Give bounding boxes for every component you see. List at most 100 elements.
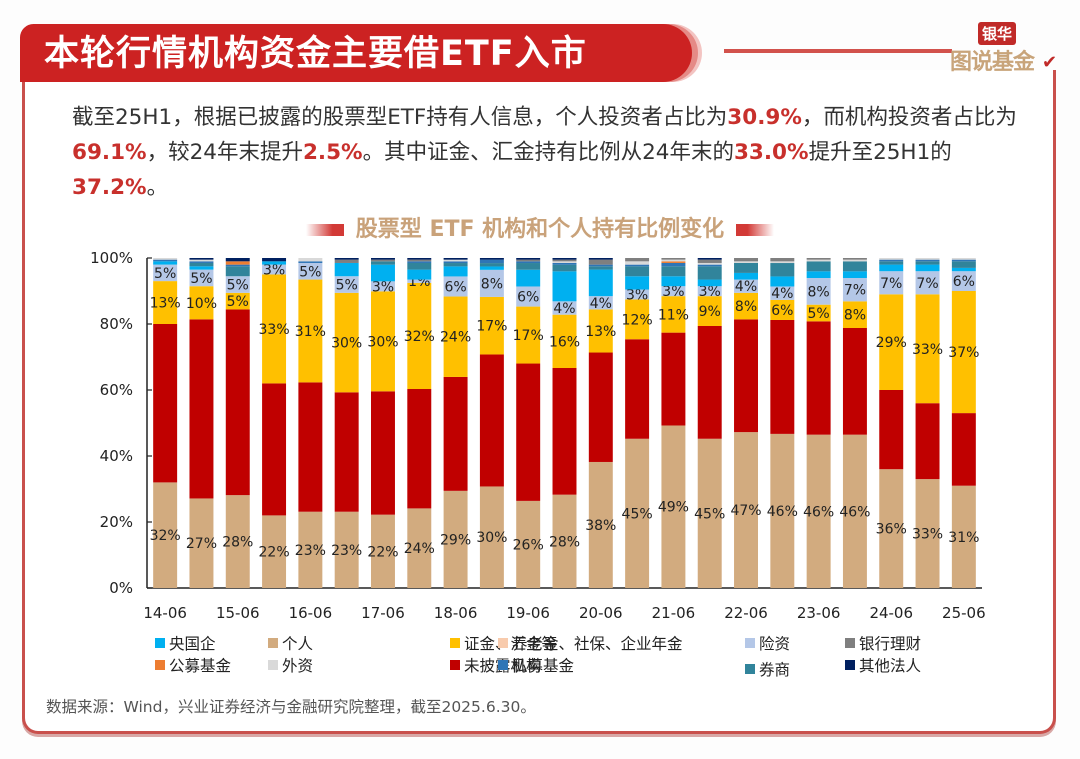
x-tick-label: 16-06 [289,604,333,622]
bar-segment [661,262,686,267]
bar-segment [806,278,831,305]
data-label: 3% [699,284,721,300]
bar-segment [734,292,759,320]
bar-segment [588,352,613,462]
data-label: 32% [150,528,181,544]
legend-item: 银行理财 [845,632,921,654]
data-label: 29% [876,335,907,351]
bar-segment [588,258,613,260]
intro-text: 。其中证金、汇金持有比例从24年末的 [362,140,734,165]
bar-segment [552,264,577,272]
bar-segment [370,261,395,265]
legend-swatch [155,660,165,670]
decorative-line [724,49,952,53]
bar-segment [661,258,686,260]
x-tick-label: 23-06 [797,604,841,622]
data-label: 3% [372,279,394,295]
bar-segment [951,413,976,486]
bar-segment [407,389,432,509]
bar-segment [153,324,178,483]
legend-label: 养老金、社保、企业年金 [512,635,683,653]
bar-segment [915,271,940,295]
bar-segment [951,261,976,268]
bar-segment [189,269,214,287]
bar-segment [734,319,759,433]
bar-segment [153,482,178,588]
bar-segment [370,258,395,260]
bar-segment [370,264,395,282]
bar-segment [189,266,214,270]
bar-segment [189,258,214,260]
bar-segment [443,266,468,277]
legend-swatch [745,638,755,648]
title-banner [20,24,692,82]
bar-segment [915,479,940,588]
bar-segment [443,259,468,262]
data-label: 46% [803,504,834,520]
bar-segment [334,511,359,588]
bar-segment [298,261,323,263]
data-label: 7% [880,276,902,292]
bar-segment [298,262,323,280]
bar-segment [770,286,795,300]
data-label: 36% [876,522,907,538]
bar-segment [879,390,904,470]
bar-segment [697,325,722,439]
bar-segment [842,434,867,588]
bar-segment [879,261,904,265]
bar-segment [479,266,504,270]
x-tick-label: 19-06 [506,604,550,622]
bar-segment [552,494,577,588]
legend-swatch [498,660,508,670]
bar-segment [879,264,904,272]
bar-segment [370,281,395,292]
bar-segment [225,258,250,262]
legend-label: 公募基金 [169,657,232,675]
bar-segment [189,261,214,263]
bar-segment [806,261,831,272]
data-label: 5% [154,266,176,282]
data-label: 16% [549,334,580,350]
bar-segment [298,279,323,383]
bar-segment [334,292,359,393]
bar-segment [625,438,650,588]
bar-segment [516,363,541,501]
x-tick-label: 20-06 [579,604,623,622]
bar-segment [552,314,577,368]
bar-segment [153,259,178,262]
bar-segment [407,262,432,270]
bar-segment [951,258,976,260]
y-tick-label: 80% [100,315,133,333]
data-label: 38% [585,518,616,534]
data-label: 9% [699,304,721,320]
bar-segment [334,258,359,260]
bar-segment [770,276,795,287]
bar-segment [625,299,650,340]
bar-segment [443,490,468,588]
bar-segment [588,309,613,353]
bar-segment [225,276,250,293]
data-label: 5% [336,278,358,294]
logo-main-text: 图说基金 [950,50,1035,75]
legend-item: 险资 [745,632,790,654]
bar-segment [951,259,976,262]
x-tick-label: 18-06 [434,604,478,622]
bar-segment [697,259,722,263]
bar-segment [734,258,759,262]
bar-segment [552,258,577,260]
bar-segment [842,278,867,302]
bar-segment [588,461,613,588]
bar-segment [189,319,214,499]
bar-segment [915,259,940,262]
data-label: 5% [227,278,249,294]
bar-segment [734,262,759,273]
data-label: 28% [549,534,580,550]
bar-segment [770,319,795,434]
legend-item: 证金、汇金等 [450,632,557,654]
bar-segment [407,269,432,280]
bar-segment [262,258,287,262]
data-label: 3% [662,284,684,300]
bar-segment [806,259,831,262]
bar-segment [879,271,904,295]
